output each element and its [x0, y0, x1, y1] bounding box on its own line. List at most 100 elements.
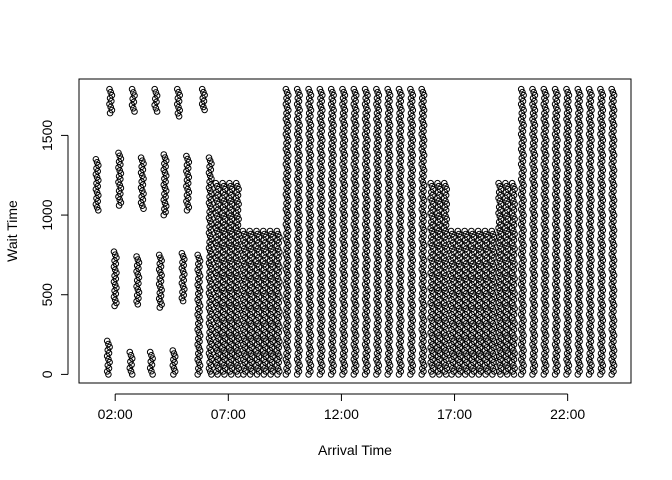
data-point — [395, 145, 403, 153]
data-point — [574, 236, 582, 243]
data-point — [327, 311, 335, 318]
data-point — [407, 115, 414, 123]
data-point — [305, 221, 312, 228]
data-point — [316, 160, 324, 168]
data-point — [161, 154, 169, 161]
data-point — [350, 236, 358, 243]
data-point — [350, 356, 358, 363]
data-point — [495, 284, 502, 292]
data-point — [253, 371, 261, 378]
data-point — [407, 221, 414, 228]
data-point — [407, 281, 414, 288]
data-point — [232, 314, 240, 321]
data-point — [503, 371, 511, 378]
data-point — [253, 362, 260, 369]
data-point — [551, 356, 559, 363]
data-point — [540, 130, 548, 138]
data-point — [529, 176, 536, 183]
data-point — [361, 221, 369, 228]
data-point — [305, 281, 312, 288]
data-point — [246, 272, 253, 280]
data-point — [597, 176, 604, 183]
data-point — [148, 361, 156, 369]
data-point — [418, 266, 426, 273]
plot-frame — [78, 78, 632, 384]
data-point — [574, 356, 582, 363]
data-point — [441, 209, 448, 217]
data-point — [232, 239, 240, 247]
data-point — [540, 311, 548, 318]
data-point — [373, 115, 380, 123]
data-point — [481, 242, 489, 250]
data-point — [246, 362, 253, 369]
data-point — [585, 160, 593, 168]
data-point — [282, 266, 290, 273]
data-point — [253, 272, 260, 280]
data-point — [407, 341, 414, 348]
data-point — [434, 209, 441, 217]
data-point — [529, 160, 536, 168]
data-point — [585, 115, 593, 123]
data-point — [434, 314, 441, 321]
data-point — [327, 371, 335, 378]
data-point — [350, 130, 358, 138]
data-point — [495, 314, 502, 321]
data-point — [219, 254, 226, 262]
data-point — [137, 184, 145, 191]
data-point — [574, 296, 582, 303]
data-point — [585, 371, 593, 378]
data-point — [488, 317, 496, 324]
data-point — [481, 302, 489, 310]
data-point — [226, 299, 233, 307]
data-point — [418, 85, 426, 93]
data-point — [350, 85, 358, 93]
data-point — [316, 356, 324, 363]
data-point — [454, 287, 462, 295]
data-point — [327, 130, 335, 138]
data-point — [540, 356, 548, 363]
data-point — [282, 311, 290, 318]
data-point — [395, 371, 403, 378]
data-point — [563, 145, 570, 153]
data-point — [305, 371, 312, 378]
data-point — [407, 206, 414, 213]
data-point — [608, 85, 616, 93]
data-point — [174, 110, 182, 117]
y-tick-label: 0 — [39, 370, 55, 378]
data-point — [327, 191, 335, 198]
data-point — [517, 341, 525, 348]
data-point — [384, 160, 392, 168]
data-point — [293, 281, 301, 288]
data-point — [305, 311, 312, 318]
data-point — [361, 251, 369, 258]
data-point — [384, 221, 392, 228]
data-point — [266, 227, 274, 235]
data-point — [418, 145, 426, 153]
data-point — [427, 239, 435, 247]
data-point — [540, 296, 548, 303]
data-point — [585, 176, 593, 183]
data-point — [461, 272, 469, 280]
data-point — [597, 356, 604, 363]
data-point — [305, 341, 312, 348]
data-point — [441, 254, 448, 262]
data-point — [461, 362, 469, 369]
data-point — [266, 242, 274, 250]
data-point — [205, 184, 213, 192]
data-point — [540, 371, 548, 378]
data-point — [564, 299, 572, 306]
data-point — [339, 236, 346, 243]
data-point — [339, 281, 346, 288]
data-point — [508, 179, 516, 187]
data-point — [147, 358, 155, 365]
data-point — [508, 344, 516, 351]
data-point — [232, 299, 240, 307]
data-point — [305, 251, 312, 258]
data-point — [427, 299, 435, 307]
data-point — [407, 130, 414, 138]
data-point — [350, 311, 358, 318]
data-point — [436, 371, 443, 378]
data-point — [198, 85, 206, 93]
data-point — [212, 269, 220, 277]
data-point — [508, 284, 516, 292]
